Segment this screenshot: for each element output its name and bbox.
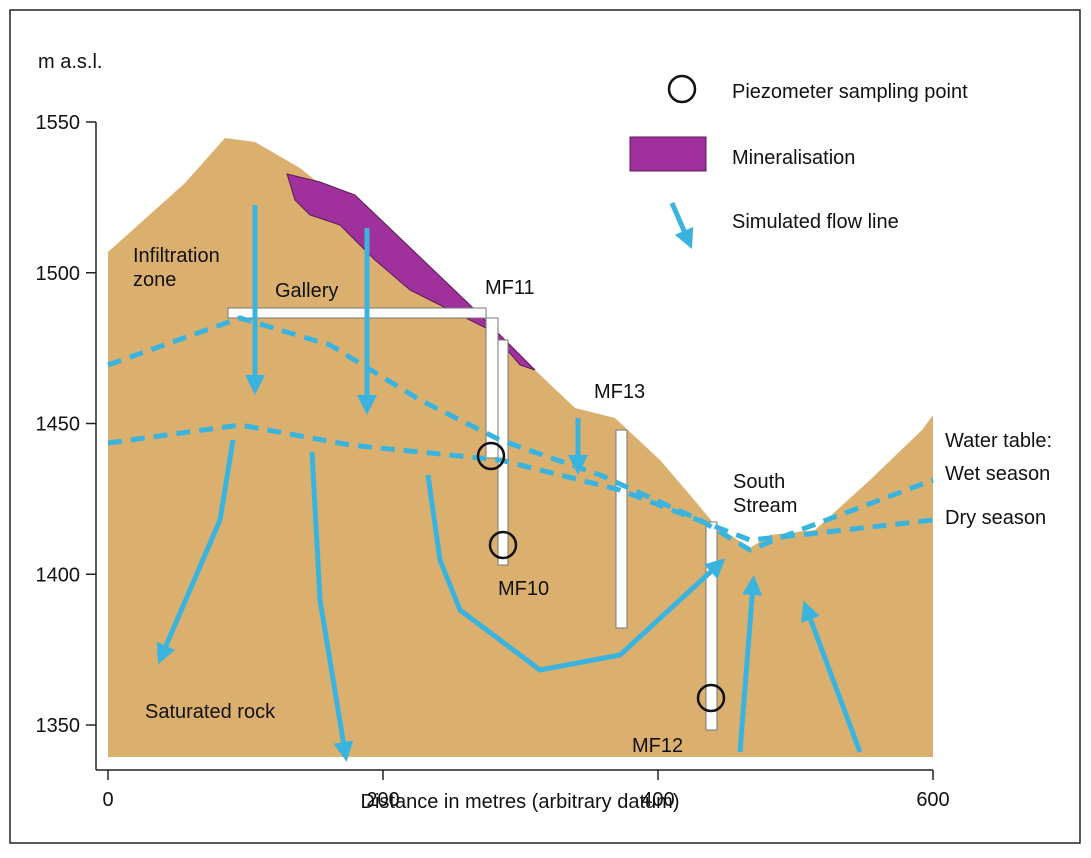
- wet-season-water-table: [107, 315, 934, 553]
- flow-lines: [156, 202, 863, 762]
- label: Wet season: [945, 463, 1050, 485]
- dry-season-water-table: [107, 422, 934, 543]
- y-tick-label: 1350: [36, 715, 81, 737]
- x-tick-label: 600: [916, 789, 949, 811]
- y-tick-label: 1500: [36, 263, 81, 285]
- label: Water table:: [945, 430, 1052, 452]
- legend-text: Mineralisation: [732, 147, 855, 169]
- y-tick-label: 1400: [36, 564, 81, 586]
- label: South Stream: [733, 471, 797, 517]
- x-axis-label: Distance in metres (arbitrary datum): [361, 791, 680, 813]
- y-tick-label: 1550: [36, 112, 81, 134]
- label: Infiltration zone: [133, 245, 220, 291]
- label: MF10: [498, 578, 549, 600]
- x-tick-label: 0: [102, 789, 113, 811]
- label: Dry season: [945, 507, 1046, 529]
- label: MF11: [485, 277, 535, 299]
- label: Saturated rock: [145, 701, 276, 723]
- legend-text: Simulated flow line: [732, 211, 899, 233]
- x-tick-label: 200: [366, 789, 399, 811]
- x-tick-label: 400: [641, 789, 674, 811]
- y-unit: m a.s.l.: [38, 51, 102, 73]
- label: Gallery: [275, 280, 338, 302]
- label: MF12: [632, 735, 683, 757]
- piezometers: [476, 74, 726, 713]
- legend-text: Piezometer sampling point: [732, 81, 968, 103]
- y-tick-label: 1450: [36, 414, 81, 436]
- legend-swatch: [629, 136, 707, 172]
- label: MF13: [594, 381, 645, 403]
- frame: [9, 9, 1081, 844]
